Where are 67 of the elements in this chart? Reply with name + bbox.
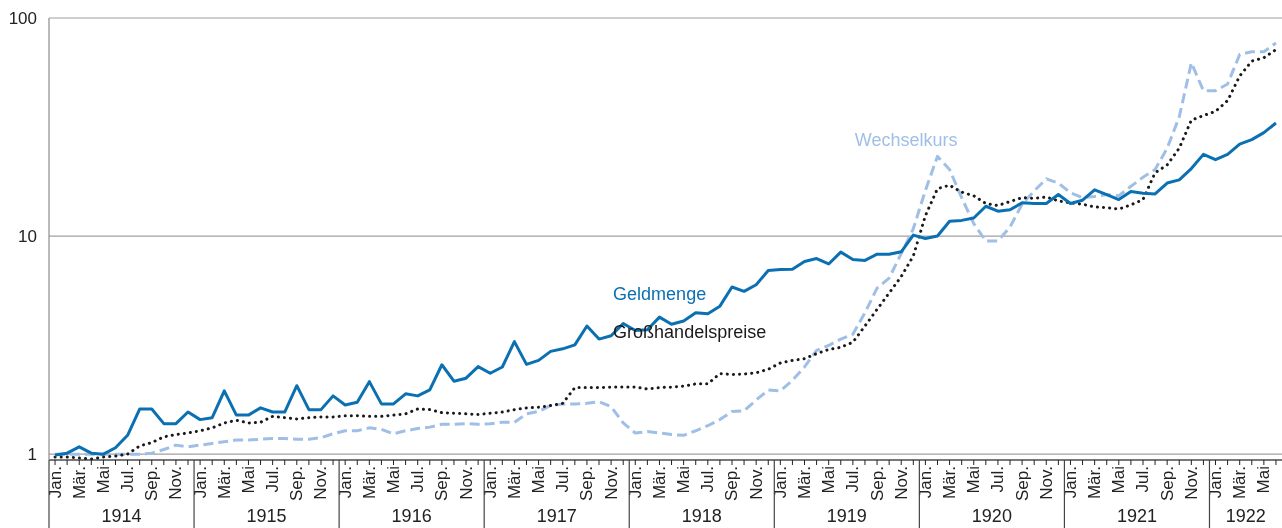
x-tick-label: Nov. xyxy=(1036,466,1056,500)
x-tick-label: Mär. xyxy=(649,466,669,500)
x-tick-label: Jan. xyxy=(480,466,500,499)
x-tick-label: Sep. xyxy=(577,466,597,501)
y-tick-label: 10 xyxy=(18,227,37,247)
y-tick-label: 1 xyxy=(27,445,37,465)
x-tick-label: Mai xyxy=(819,466,839,494)
x-tick-label: Sep. xyxy=(867,466,887,501)
x-tick-label: Jan. xyxy=(1206,466,1226,499)
x-tick-label: Jan. xyxy=(190,466,210,499)
line-series xyxy=(53,121,1278,457)
x-tick-label: Mär. xyxy=(359,466,379,500)
x-tick-label: Jul. xyxy=(118,466,138,493)
x-tick-label: Jan. xyxy=(1060,466,1080,499)
x-tick-label: Mär. xyxy=(940,466,960,500)
series-label: Geldmenge xyxy=(613,283,707,304)
x-tick-label: Sep. xyxy=(1157,466,1177,501)
x-tick-label: Mär. xyxy=(214,466,234,500)
x-tick-label: Sep. xyxy=(432,466,452,501)
x2-tick-label: 1917 xyxy=(536,506,577,526)
x-tick-label: Sep. xyxy=(142,466,162,501)
x2-tick-label: 1920 xyxy=(971,506,1012,526)
x2-tick-label: 1918 xyxy=(681,506,722,526)
x2-tick-label: 1916 xyxy=(391,506,432,526)
x2-tick-label: 1921 xyxy=(1116,506,1157,526)
x-tick-label: Mär. xyxy=(1230,466,1250,500)
x-tick-label: Nov. xyxy=(311,466,331,500)
x-tick-label: Mai xyxy=(529,466,549,494)
x-tick-label: Jul. xyxy=(553,466,573,493)
x-tick-label: Mär. xyxy=(69,466,89,500)
x-tick-label: Jan. xyxy=(915,466,935,499)
x-tick-label: Mai xyxy=(238,466,258,494)
x-tick-label: Mai xyxy=(1109,466,1129,494)
x-tick-label: Jan. xyxy=(45,466,65,499)
x-tick-label: Nov. xyxy=(746,466,766,500)
x-tick-label: Nov. xyxy=(1181,466,1201,500)
x-tick-label: Mai xyxy=(1254,466,1274,494)
x-tick-label: Jul. xyxy=(988,466,1008,493)
x-tick-label: Sep. xyxy=(287,466,307,501)
x-tick-label: Jul. xyxy=(263,466,283,493)
x-tick-label: Sep. xyxy=(1012,466,1032,501)
x2-tick-label: 1914 xyxy=(101,506,142,526)
x-tick-label: Jul. xyxy=(1133,466,1153,493)
series-label: Wechselkurs xyxy=(854,130,958,151)
x-tick-label: Mär. xyxy=(795,466,815,500)
x-tick-label: Mai xyxy=(384,466,404,494)
x-tick-label: Jan. xyxy=(335,466,355,499)
x-tick-label: Nov. xyxy=(166,466,186,500)
x-tick-label: Mai xyxy=(674,466,694,494)
x-tick-label: Mär. xyxy=(504,466,524,500)
y-tick-label: 100 xyxy=(8,9,37,29)
x-tick-label: Nov. xyxy=(601,466,621,500)
x-tick-label: Jul. xyxy=(698,466,718,493)
x2-tick-label: 1922 xyxy=(1225,506,1266,526)
series-label: Großhandelspreise xyxy=(613,322,767,343)
x-tick-label: Jul. xyxy=(843,466,863,493)
x-tick-label: Mai xyxy=(964,466,984,494)
x-tick-label: Jan. xyxy=(625,466,645,499)
x-tick-label: Jul. xyxy=(408,466,428,493)
x2-tick-label: 1915 xyxy=(246,506,287,526)
x-tick-label: Nov. xyxy=(456,466,476,500)
x2-tick-label: 1919 xyxy=(826,506,867,526)
x-tick-label: Mär. xyxy=(1085,466,1105,500)
x-tick-label: Jan. xyxy=(770,466,790,499)
x-tick-label: Mai xyxy=(93,466,113,494)
x-tick-label: Nov. xyxy=(891,466,911,500)
x-tick-label: Sep. xyxy=(722,466,742,501)
